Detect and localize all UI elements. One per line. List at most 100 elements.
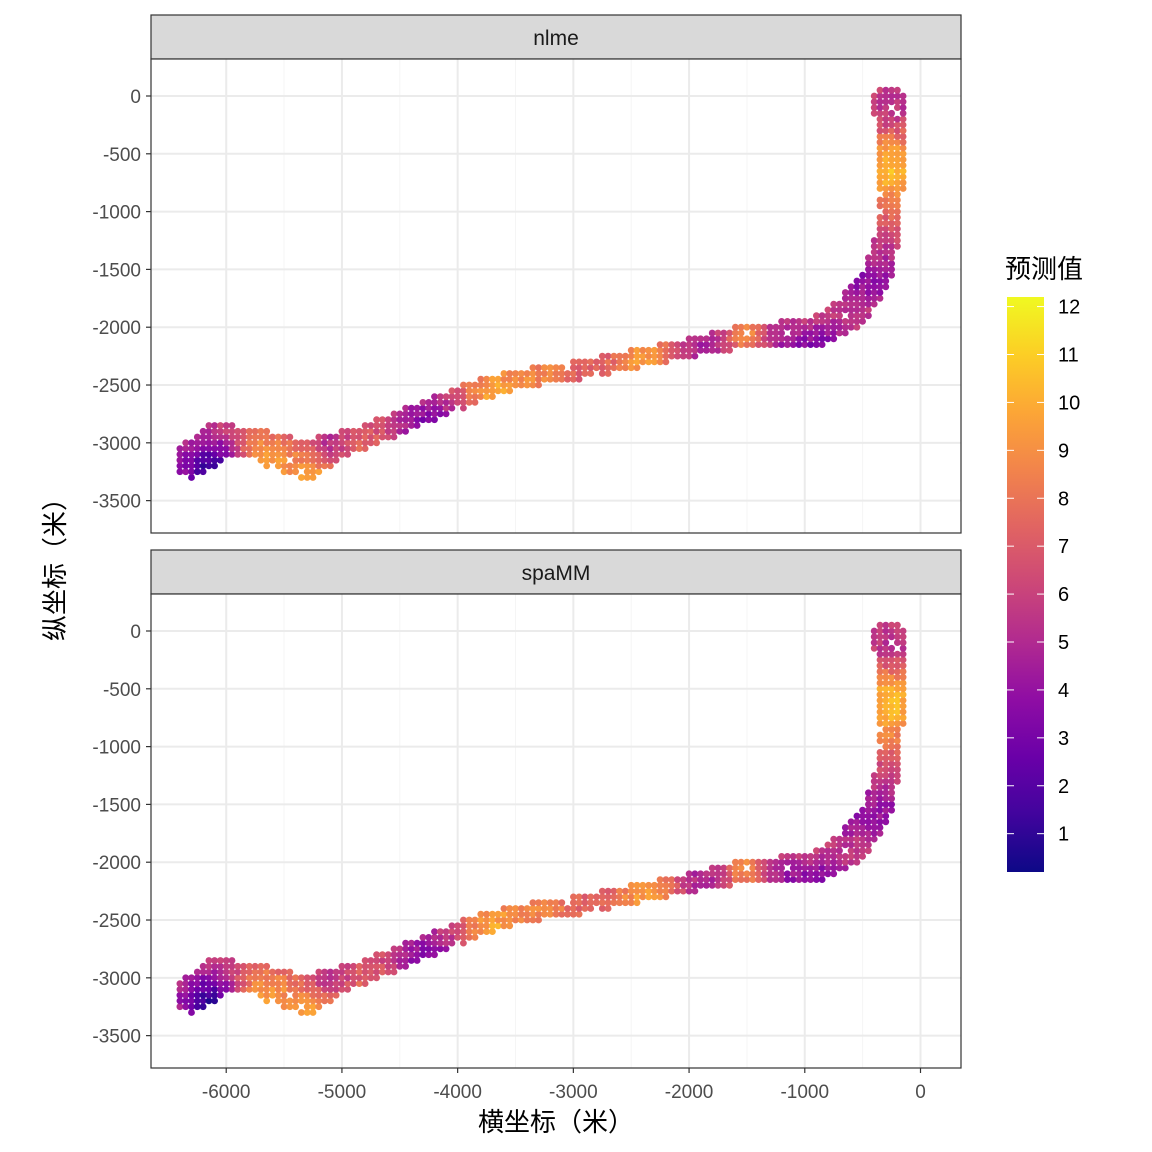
data-point [888, 144, 895, 152]
data-point [876, 144, 884, 152]
data-point [442, 939, 450, 947]
data-point [442, 945, 450, 953]
data-point [813, 318, 820, 325]
data-point [413, 957, 421, 964]
data-point [882, 685, 890, 693]
legend-title: 预测值 [1005, 255, 1083, 285]
data-point [234, 986, 242, 993]
data-point [766, 864, 774, 872]
data-point [477, 375, 485, 383]
data-point [500, 387, 508, 395]
data-point [373, 974, 380, 982]
data-point [813, 858, 820, 866]
data-point [523, 370, 531, 377]
data-point [350, 974, 357, 982]
data-point [656, 881, 664, 889]
data-point [598, 905, 606, 912]
data-point [292, 439, 299, 447]
data-point [228, 427, 236, 435]
data-point [309, 997, 317, 1005]
data-point [865, 300, 872, 308]
data-point [726, 876, 733, 883]
data-point [899, 162, 907, 169]
data-point [570, 910, 577, 918]
data-point [298, 974, 305, 982]
data-point [246, 974, 253, 982]
data-point [876, 737, 884, 745]
data-point [506, 375, 514, 383]
data-point [448, 399, 456, 406]
data-point [581, 358, 589, 366]
data-point [298, 986, 305, 993]
data-point [841, 824, 849, 831]
data-point [211, 991, 219, 999]
data-point [332, 456, 340, 464]
data-point [205, 439, 213, 447]
data-point [390, 422, 398, 429]
data-point [396, 422, 404, 429]
data-point [182, 1003, 190, 1011]
y-tick-label: 0 [130, 622, 141, 643]
data-point [575, 893, 583, 901]
y-tick-label: -3000 [92, 969, 141, 990]
data-point [489, 387, 496, 395]
data-point [402, 951, 409, 959]
data-point [436, 399, 444, 406]
data-point [801, 858, 809, 866]
data-point [813, 870, 820, 878]
data-point [390, 410, 398, 418]
data-point [257, 433, 265, 441]
data-point [882, 254, 890, 262]
data-point [876, 772, 884, 779]
data-point [760, 864, 768, 872]
data-point [633, 893, 641, 901]
data-point [882, 772, 890, 779]
data-point [876, 685, 884, 693]
data-point [228, 433, 236, 441]
data-point [425, 951, 433, 959]
data-point [639, 346, 647, 354]
data-point [211, 439, 219, 447]
data-point [853, 300, 861, 308]
data-point [853, 853, 861, 860]
data-point [633, 899, 641, 907]
data-point [246, 439, 253, 447]
data-point [859, 818, 866, 826]
data-point [332, 986, 340, 993]
data-point [286, 451, 294, 458]
data-point [888, 644, 895, 652]
data-point [188, 456, 195, 464]
data-point [894, 225, 901, 233]
data-point [876, 829, 884, 837]
data-point [772, 323, 780, 331]
data-point [894, 214, 901, 221]
data-point [193, 468, 201, 476]
data-point [882, 731, 890, 739]
data-point [778, 858, 785, 866]
data-point [280, 462, 288, 470]
data-point [691, 876, 699, 883]
data-point [246, 962, 253, 970]
data-point [402, 416, 409, 424]
panel-border [150, 593, 962, 1069]
data-point [373, 422, 380, 429]
data-point [755, 876, 762, 883]
data-point [350, 439, 357, 447]
data-point [853, 283, 861, 291]
data-point [627, 887, 635, 895]
data-point [882, 697, 890, 704]
data-point [870, 109, 878, 117]
data-point [888, 621, 895, 629]
data-point [656, 352, 664, 360]
data-point [217, 980, 224, 987]
data-point [303, 468, 311, 476]
data-point [246, 986, 253, 993]
data-point [882, 104, 890, 111]
data-point [859, 277, 866, 285]
data-point [193, 991, 201, 999]
data-point [436, 393, 444, 400]
data-point [384, 433, 392, 441]
data-point [888, 121, 895, 129]
data-point [841, 864, 849, 872]
data-point [737, 341, 745, 348]
